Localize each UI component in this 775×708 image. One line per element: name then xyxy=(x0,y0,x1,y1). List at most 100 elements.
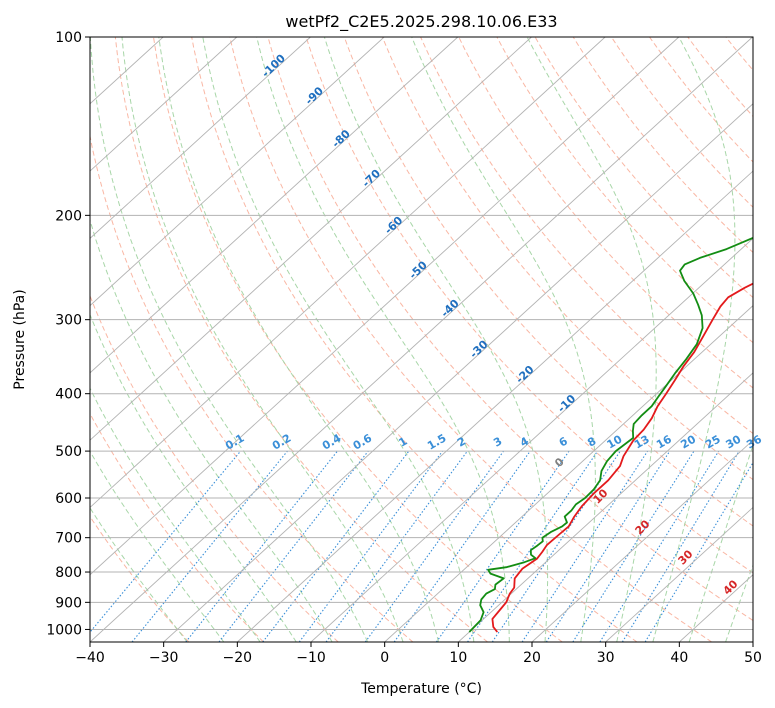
moist-adiabat-line xyxy=(90,313,297,642)
x-tick-label: 30 xyxy=(597,650,615,666)
moist-adiabat-line xyxy=(202,37,475,642)
mixing-ratio-line xyxy=(435,450,570,642)
isotherm-line xyxy=(90,37,459,374)
isotherm-line xyxy=(90,37,753,642)
x-tick-label: −10 xyxy=(296,650,326,666)
temperature-profile-line xyxy=(491,282,753,633)
mixing-ratio-label: 6 xyxy=(557,434,570,449)
isotherm-label: -80 xyxy=(329,127,353,150)
plot-frame xyxy=(89,36,754,643)
dry-adiabat-line xyxy=(90,412,264,642)
mixing-ratio-label: 1 xyxy=(397,435,410,450)
dry-adiabat-line xyxy=(90,294,339,642)
pressure-gridlines xyxy=(90,37,753,630)
moist-adiabat-line xyxy=(90,506,188,642)
dry-adiabat-line xyxy=(572,37,753,254)
dry-adiabat-line xyxy=(496,37,753,344)
isotherm-line xyxy=(90,37,238,172)
isotherm-line xyxy=(163,103,753,642)
mixing-ratio-line xyxy=(521,450,649,642)
mixing-ratio-line xyxy=(131,450,288,642)
moist-adiabat-line xyxy=(323,37,549,642)
isotherm-line xyxy=(90,37,606,509)
mixing-ratio-label: 10 xyxy=(605,432,625,451)
moist-adiabat-line xyxy=(121,37,404,642)
isotherm-label: -40 xyxy=(438,297,462,320)
isotherm-line xyxy=(237,170,753,642)
isotherm-label: -50 xyxy=(407,258,431,281)
isotherm-line xyxy=(90,37,532,441)
mixing-ratio-label: 1.5 xyxy=(425,432,448,453)
moist-adiabat-line xyxy=(158,37,439,642)
x-tick-label: 20 xyxy=(523,650,541,666)
dry-adiabat-line xyxy=(610,37,753,208)
x-axis-label: Temperature (°C) xyxy=(360,681,482,697)
chart-title: wetPf2_C2E5.2025.298.10.06.E33 xyxy=(285,12,557,32)
isotherm-line xyxy=(531,439,753,642)
mixing-ratio-line xyxy=(90,450,241,634)
isotherm-line xyxy=(90,37,385,307)
y-tick-label: 100 xyxy=(55,30,82,46)
mixing-ratio-line xyxy=(467,450,599,642)
mixing-ratio-line xyxy=(185,450,338,642)
mixing-ratio-label: 16 xyxy=(654,432,674,451)
isotherms xyxy=(90,37,753,642)
moist-adiabat-line xyxy=(90,218,333,642)
isotherm-line xyxy=(90,37,680,576)
y-axis-ticks: 100 200 300 400 500 600 700 800 900 1000 xyxy=(46,30,90,638)
dry-adiabat-line xyxy=(305,37,753,574)
isotherm-label: -30 xyxy=(467,338,491,361)
mixing-ratio-line xyxy=(572,450,695,642)
dry-adiabat-line xyxy=(90,515,190,642)
dry-adiabat-line xyxy=(764,37,775,642)
dry-adiabat-line xyxy=(343,37,753,527)
mixing-ratio-label: 36 xyxy=(744,432,764,451)
dry-adiabat-line xyxy=(458,37,753,389)
isotherm-line xyxy=(458,372,753,642)
isotherm-label: -90 xyxy=(303,84,327,107)
x-tick-label: 0 xyxy=(380,650,389,666)
mixing-ratio-label: 0.6 xyxy=(351,431,375,452)
mixing-ratio-line xyxy=(262,450,410,642)
y-tick-label: 900 xyxy=(55,595,82,611)
x-tick-label: 50 xyxy=(744,650,762,666)
y-tick-label: 300 xyxy=(55,313,82,329)
mixing-ratio-line xyxy=(298,450,444,642)
moist-adiabat-line xyxy=(90,387,261,642)
mixing-ratio-label: 4 xyxy=(518,434,531,449)
x-tick-label: −30 xyxy=(149,650,179,666)
moist-adiabat-line xyxy=(725,563,753,642)
plot-area xyxy=(90,37,775,642)
isotherm-line xyxy=(605,506,753,642)
moist-adiabat-label: 40 xyxy=(721,577,741,597)
profile-series xyxy=(468,236,753,633)
y-tick-label: 400 xyxy=(55,387,82,403)
y-tick-label: 200 xyxy=(55,208,82,224)
mixing-ratio-line xyxy=(644,461,753,642)
moist-adiabat-label: 30 xyxy=(676,547,696,567)
mixing-ratio-line xyxy=(599,450,720,642)
isotherm-line xyxy=(310,237,753,642)
x-tick-label: 10 xyxy=(449,650,467,666)
isotherm-line xyxy=(752,641,753,642)
mixing-ratio-line xyxy=(393,450,531,642)
x-tick-label: −40 xyxy=(75,650,105,666)
x-tick-label: −20 xyxy=(223,650,253,666)
dewpoint-profile-line xyxy=(468,236,753,633)
mixing-ratio-label: 8 xyxy=(585,435,598,450)
mixing-ratio-line xyxy=(621,450,740,642)
moist-adiabat-line xyxy=(90,37,369,642)
isotherm-line xyxy=(90,37,311,239)
y-tick-label: 1000 xyxy=(46,622,82,638)
moist-adiabat-line xyxy=(411,37,596,642)
dry-adiabat-line xyxy=(534,37,753,299)
dry-adiabat-line xyxy=(90,133,414,642)
dry-adiabat-line xyxy=(267,37,753,622)
mixing-ratio-line xyxy=(325,450,468,642)
isotherm-label: -10 xyxy=(555,392,579,415)
x-tick-label: 40 xyxy=(670,650,688,666)
dry-adiabat-line xyxy=(725,37,753,71)
y-tick-label: 500 xyxy=(55,444,82,460)
dry-adiabat-line xyxy=(114,37,488,642)
y-tick-label: 600 xyxy=(55,491,82,507)
